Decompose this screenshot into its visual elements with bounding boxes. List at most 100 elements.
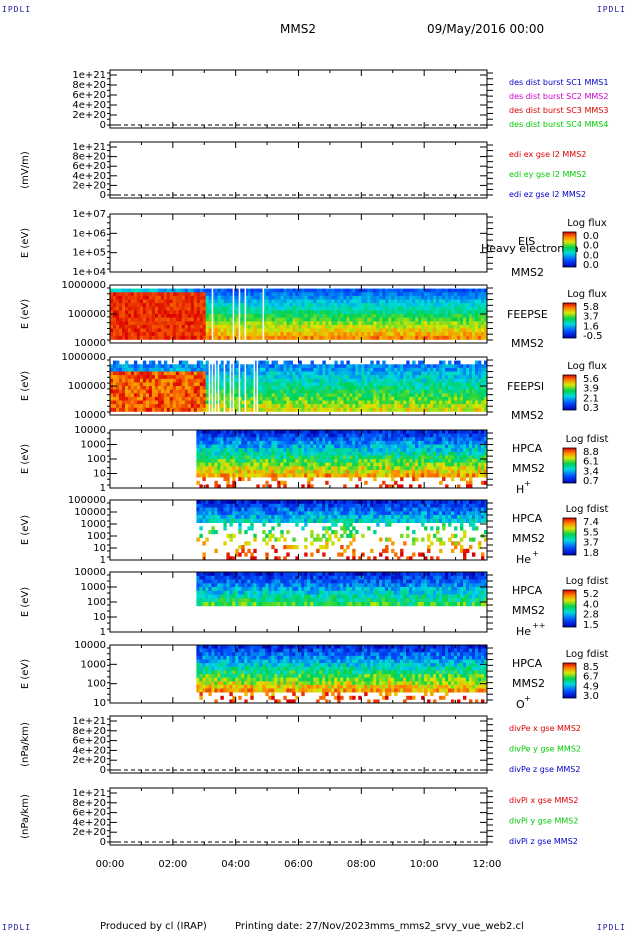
spectrogram-cell — [250, 455, 254, 460]
spectrogram-cell — [406, 364, 410, 369]
spectrogram-cell — [286, 332, 290, 337]
spectrogram-cell — [340, 440, 344, 445]
spectrogram-cell — [301, 400, 305, 405]
spectrogram-cell — [208, 292, 213, 297]
spectrogram-cell — [346, 332, 350, 337]
spectrogram-cell — [418, 430, 422, 434]
spectrogram-cell — [113, 404, 117, 409]
spectrogram-cell — [439, 386, 443, 390]
spectrogram-cell — [199, 400, 204, 405]
spectrogram-cell — [262, 317, 266, 322]
spectrogram-cell — [424, 288, 428, 293]
spectrogram-cell — [394, 295, 398, 300]
spectrogram-cell — [340, 396, 344, 401]
spectrogram-cell — [307, 448, 311, 453]
spectrogram-cell — [172, 400, 177, 405]
spectrogram-cell — [229, 295, 234, 300]
spectrogram-cell — [361, 407, 365, 412]
spectrogram-cell — [226, 455, 230, 460]
spectrogram-cell — [211, 367, 216, 372]
spectrogram-cell — [178, 321, 183, 326]
spectrogram-cell — [322, 444, 326, 449]
spectrogram-cell — [253, 332, 257, 337]
spectrogram-cell — [394, 375, 398, 380]
spectrogram-cell — [418, 484, 422, 489]
spectrogram-cell — [229, 364, 234, 369]
spectrogram-cell — [397, 404, 401, 409]
spectrogram-cell — [139, 321, 144, 326]
spectrogram-cell — [256, 455, 260, 460]
spectrogram-cell — [145, 288, 150, 293]
spectrogram-cell — [277, 288, 281, 293]
spectrogram-cell — [424, 364, 428, 369]
spectrogram-cell — [202, 367, 207, 372]
spectrogram-cell — [116, 328, 120, 333]
spectrogram-cell — [277, 306, 281, 311]
spectrogram-cell — [119, 288, 123, 293]
spectrogram-cell — [472, 292, 476, 297]
spectrogram-cell — [154, 396, 159, 401]
spectrogram-cell — [376, 367, 380, 372]
spectrogram-cell — [433, 303, 437, 308]
spectrogram-cell — [271, 292, 275, 297]
spectrogram-cell — [370, 335, 374, 340]
spectrogram-cell — [406, 378, 410, 383]
spectrogram-cell — [433, 404, 437, 409]
spectrogram-cell — [113, 292, 117, 297]
spectrogram-cell — [238, 400, 243, 405]
spectrogram-cell — [247, 328, 251, 333]
spectrogram-cell — [202, 371, 207, 376]
spectrogram-cell — [346, 440, 350, 445]
spectrogram-cell — [181, 310, 186, 315]
spectrogram-cell — [205, 400, 210, 405]
spectrogram-cell — [409, 462, 413, 467]
spectrogram-cell — [145, 407, 150, 412]
spectrogram-cell — [370, 375, 374, 380]
spectrogram-cell — [469, 382, 473, 387]
spectrogram-cell — [418, 317, 422, 322]
spectrogram-cell — [128, 404, 132, 409]
spectrogram-cell — [256, 473, 260, 478]
spectrogram-cell — [433, 462, 437, 467]
spectrogram-cell — [139, 393, 144, 398]
spectrogram-cell — [457, 332, 461, 337]
spectrogram-cell — [460, 367, 464, 372]
spectrogram-cell — [352, 430, 356, 434]
spectrogram-cell — [385, 375, 389, 380]
spectrogram-cell — [139, 324, 144, 329]
spectrogram-cell — [193, 292, 198, 297]
spectrogram-cell — [361, 382, 365, 387]
spectrogram-cell — [472, 396, 476, 401]
spectrogram-cell — [271, 303, 275, 308]
spectrogram-cell — [427, 433, 431, 438]
spectrogram-cell — [133, 407, 138, 412]
spectrogram-cell — [349, 459, 353, 463]
spectrogram-cell — [139, 375, 144, 380]
spectrogram-cell — [199, 324, 204, 329]
spectrogram-cell — [205, 393, 210, 398]
spectrogram-cell — [226, 480, 230, 485]
spectrogram-cell — [385, 396, 389, 401]
spectrogram-cell — [145, 382, 150, 387]
spectrogram-cell — [316, 407, 320, 412]
spectrogram-cell — [226, 292, 231, 297]
spectrogram-cell — [286, 314, 290, 318]
spectrogram-cell — [409, 378, 413, 383]
spectrogram-cell — [253, 317, 257, 322]
spectrogram-cell — [298, 448, 302, 453]
spectrogram-cell — [193, 335, 198, 340]
spectrogram-cell — [211, 335, 216, 340]
spectrogram-cell — [325, 328, 329, 333]
spectrogram-cell — [205, 375, 210, 380]
data-gap — [244, 285, 247, 343]
spectrogram-cell — [307, 328, 311, 333]
spectrogram-cell — [220, 314, 225, 318]
spectrogram-cell — [478, 306, 482, 311]
spectrogram-cell — [460, 396, 464, 401]
spectrogram-cell — [172, 389, 177, 394]
spectrogram-cell — [436, 462, 440, 467]
spectrogram-cell — [424, 321, 428, 326]
spectrogram-cell — [172, 386, 177, 390]
spectrogram-cell — [295, 455, 299, 460]
spectrogram-cell — [421, 360, 425, 365]
